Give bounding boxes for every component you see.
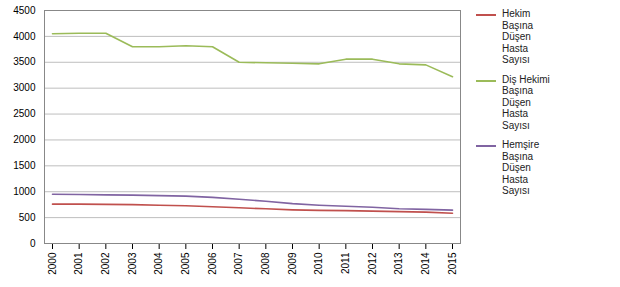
svg-text:2015: 2015 — [447, 252, 458, 275]
svg-text:2010: 2010 — [313, 252, 324, 275]
svg-text:0: 0 — [30, 238, 36, 249]
html-text:Diş Hekimi Başına Düşen Hasta: Diş Hekimi Başına Düşen Hasta Sayısı — [502, 73, 550, 131]
svg-text:2008: 2008 — [260, 252, 271, 275]
svg-text:2004: 2004 — [153, 252, 164, 275]
svg-text:2500: 2500 — [13, 108, 36, 119]
html-text:Hemşire Başına Düşen Hasta Say: Hemşire Başına Düşen Hasta Sayısı — [502, 139, 540, 196]
svg-text:3500: 3500 — [13, 56, 36, 67]
svg-text:2012: 2012 — [367, 252, 378, 275]
svg-text:2007: 2007 — [233, 252, 244, 275]
svg-text:1500: 1500 — [13, 160, 36, 171]
svg-text:2002: 2002 — [100, 252, 111, 275]
svg-text:2000: 2000 — [47, 252, 58, 275]
svg-text:2009: 2009 — [287, 252, 298, 275]
svg-text:2003: 2003 — [127, 252, 138, 275]
svg-text:4000: 4000 — [13, 31, 36, 42]
svg-text:2006: 2006 — [207, 252, 218, 275]
svg-text:3000: 3000 — [13, 82, 36, 93]
svg-text:2001: 2001 — [73, 252, 84, 275]
svg-text:1000: 1000 — [13, 186, 36, 197]
svg-text:2013: 2013 — [393, 252, 404, 275]
html-text:Hekim Başına Düşen Hasta Sayıs: Hekim Başına Düşen Hasta Sayısı — [502, 8, 534, 65]
svg-text:2011: 2011 — [340, 252, 351, 274]
svg-text:500: 500 — [19, 212, 36, 223]
svg-text:4500: 4500 — [13, 5, 36, 16]
svg-text:2005: 2005 — [180, 252, 191, 275]
svg-text:2014: 2014 — [420, 252, 431, 275]
svg-text:2000: 2000 — [13, 134, 36, 145]
